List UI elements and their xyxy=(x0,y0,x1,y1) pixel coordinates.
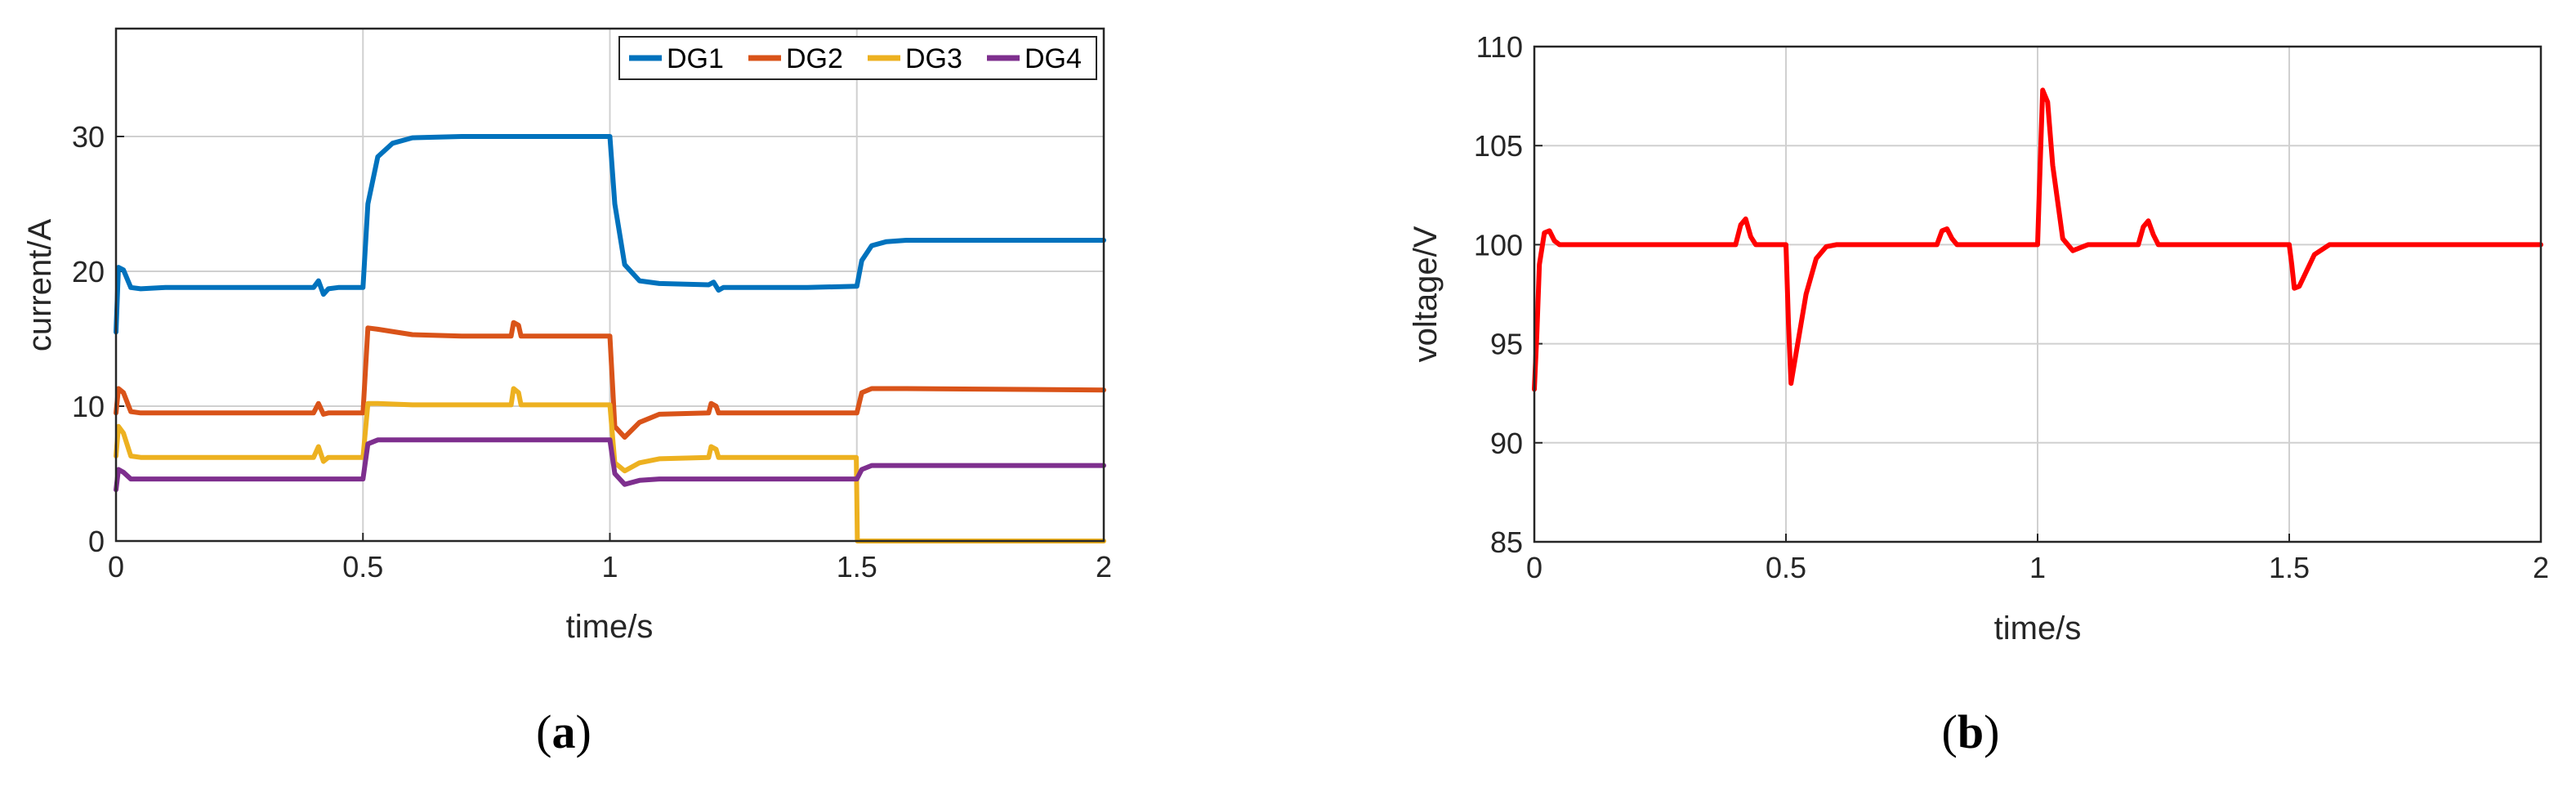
panel-a-y-axis-label: current/A xyxy=(22,219,58,352)
panel-b-y-tick-labels: 85 90 95 100 105 110 xyxy=(1474,30,1523,559)
panel-a-legend: DG1 DG2 DG3 DG4 xyxy=(618,36,1097,80)
y-tick-label: 110 xyxy=(1476,30,1523,64)
series-line-dg2 xyxy=(114,320,1106,440)
panel-a-caption: (a) xyxy=(536,705,592,758)
panel-a-axes-box xyxy=(114,27,1105,543)
panel-a-y-tick-labels: 0 10 20 30 xyxy=(72,120,105,558)
panel-b-caption: (b) xyxy=(1942,705,2000,758)
panel-b: 0 0.5 1 1.5 2 85 90 95 100 105 110 time/s voltage… xyxy=(1408,30,2549,758)
panel-b-x-tick-labels: 0 0.5 1 1.5 2 xyxy=(1526,551,2549,584)
x-tick-label: 0.5 xyxy=(1766,551,1806,584)
y-tick-label: 30 xyxy=(72,120,105,154)
panel-a-x-axis-label: time/s xyxy=(566,609,654,645)
series-line-dg3 xyxy=(114,386,1106,543)
y-tick-label: 10 xyxy=(72,390,105,423)
panel-b-axes-box xyxy=(1533,45,2543,543)
legend-label-dg4: DG4 xyxy=(1025,43,1082,74)
y-tick-label: 100 xyxy=(1474,228,1523,262)
y-tick-label: 0 xyxy=(88,525,105,558)
legend-label-dg1: DG1 xyxy=(667,43,724,74)
panel-b-y-axis-label: voltage/V xyxy=(1408,226,1444,362)
series-line-b-0 xyxy=(1532,87,2543,392)
x-tick-label: 0.5 xyxy=(342,550,383,584)
x-tick-label: 0 xyxy=(108,550,124,584)
x-tick-label: 1.5 xyxy=(2269,551,2310,584)
x-tick-label: 2 xyxy=(1096,550,1112,584)
panel-a-x-tick-labels: 0 0.5 1 1.5 2 xyxy=(108,550,1112,584)
series-line-dg1 xyxy=(114,134,1106,335)
y-tick-label: 90 xyxy=(1490,427,1523,460)
y-tick-label: 105 xyxy=(1474,129,1523,163)
panel-b-series xyxy=(1532,87,2543,392)
x-tick-label: 1 xyxy=(601,550,618,584)
y-tick-label: 95 xyxy=(1490,328,1523,361)
panel-b-x-axis-label: time/s xyxy=(1994,610,2082,646)
panel-b-gridlines xyxy=(1534,46,2542,543)
x-tick-label: 0 xyxy=(1526,551,1542,584)
legend-label-dg2: DG2 xyxy=(786,43,843,74)
y-tick-label: 85 xyxy=(1490,525,1523,559)
legend-label-dg3: DG3 xyxy=(905,43,962,74)
series-line-dg4 xyxy=(114,437,1106,493)
panel-a-series xyxy=(114,134,1106,543)
x-tick-label: 1 xyxy=(2029,551,2046,584)
x-tick-label: 2 xyxy=(2533,551,2549,584)
x-tick-label: 1.5 xyxy=(837,550,877,584)
y-tick-label: 20 xyxy=(72,255,105,288)
